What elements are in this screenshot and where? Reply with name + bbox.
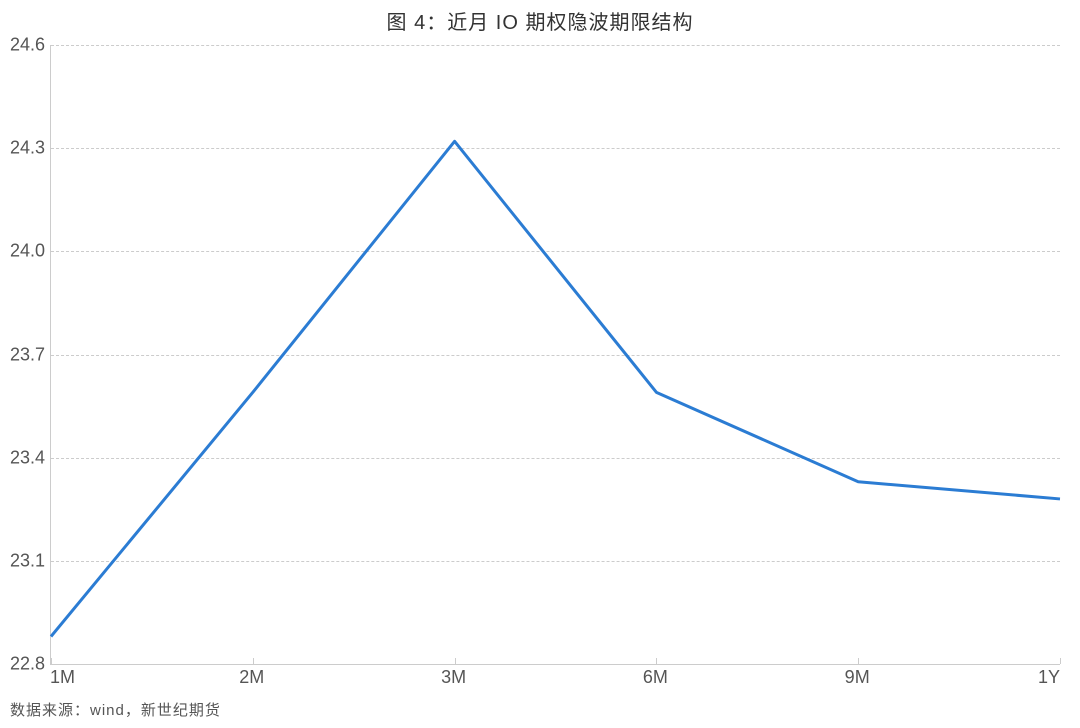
chart-wrapper: 22.823.123.423.724.024.324.6 1M2M3M6M9M1…: [50, 45, 1060, 665]
plot-area: [50, 45, 1060, 665]
x-tick-label: 1Y: [1038, 667, 1060, 688]
y-tick-label: 24.6: [10, 35, 45, 56]
x-tick: [1060, 658, 1061, 664]
y-tick-label: 24.0: [10, 241, 45, 262]
y-axis-labels: 22.823.123.423.724.024.324.6: [5, 45, 45, 665]
x-tick: [455, 658, 456, 664]
y-tick-label: 22.8: [10, 654, 45, 675]
x-tick-label: 3M: [441, 667, 466, 688]
x-axis-labels: 1M 2M 3M 6M 9M 1Y: [50, 667, 1060, 691]
x-tick-label: 9M: [845, 667, 870, 688]
x-tick-label: 2M: [239, 667, 264, 688]
y-tick-label: 24.3: [10, 138, 45, 159]
x-tick: [253, 658, 254, 664]
data-source-label: 数据来源：wind，新世纪期货: [10, 699, 221, 720]
x-tick-label: 6M: [643, 667, 668, 688]
y-tick-label: 23.4: [10, 447, 45, 468]
x-tick: [858, 658, 859, 664]
y-tick-label: 23.1: [10, 550, 45, 571]
line-path: [51, 141, 1060, 636]
x-tick: [656, 658, 657, 664]
x-tick-label: 1M: [50, 667, 75, 688]
y-tick-label: 23.7: [10, 344, 45, 365]
x-tick: [51, 658, 52, 664]
chart-title: 图 4：近月 IO 期权隐波期限结构: [0, 0, 1080, 45]
line-series: [51, 45, 1060, 664]
